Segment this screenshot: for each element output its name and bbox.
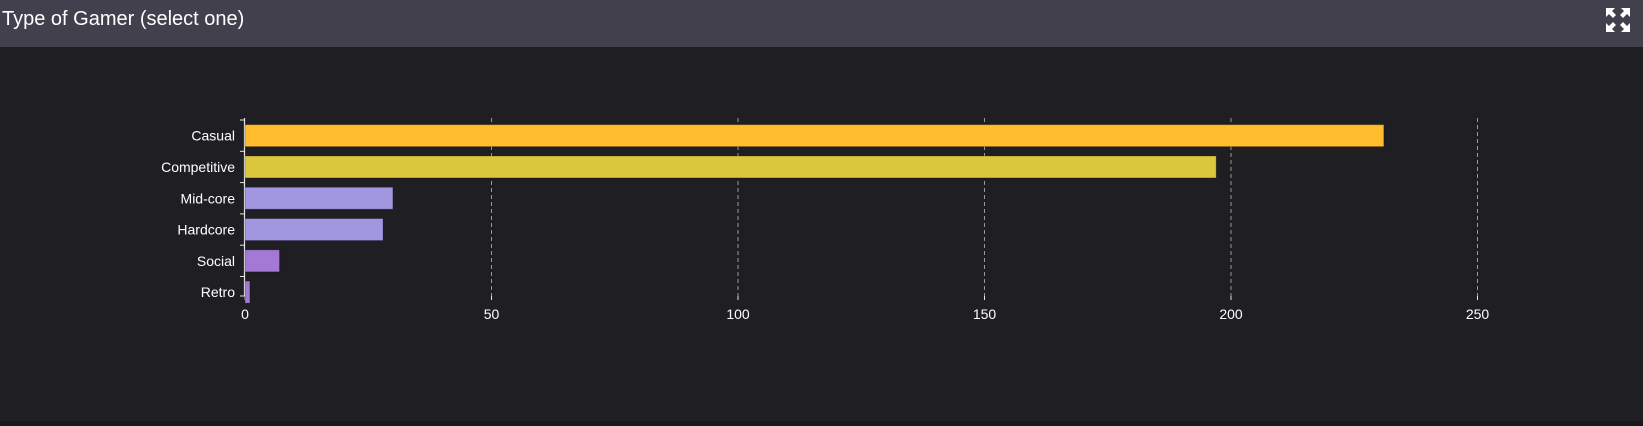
category-label: Retro (201, 284, 235, 300)
x-tick-label: 250 (1466, 306, 1490, 322)
chart-title: Type of Gamer (select one) (2, 8, 245, 30)
x-tick-label: 0 (241, 306, 249, 322)
bar-retro (244, 280, 251, 304)
x-tick-label: 150 (973, 306, 997, 322)
bar-social (244, 249, 281, 273)
x-tick-label: 200 (1219, 306, 1243, 322)
expand-arrows-icon[interactable] (1605, 7, 1631, 33)
x-tick-label: 50 (484, 306, 500, 322)
bar-casual (244, 124, 1385, 148)
chart-header: Type of Gamer (select one) (0, 0, 1643, 47)
bar-mid-core (244, 186, 394, 210)
panel-bottom-border (0, 421, 1643, 426)
category-label: Casual (191, 128, 235, 144)
bar-hardcore (244, 218, 384, 242)
bar-chart: 0 50 100 150 200 250 Casual Competitive Mid-core… (161, 118, 1490, 322)
category-label: Competitive (161, 159, 235, 175)
category-label: Hardcore (177, 222, 235, 238)
category-label: Mid-core (181, 190, 236, 206)
x-tick-label: 100 (726, 306, 750, 322)
category-label: Social (197, 253, 235, 269)
bar-competitive (244, 155, 1217, 179)
